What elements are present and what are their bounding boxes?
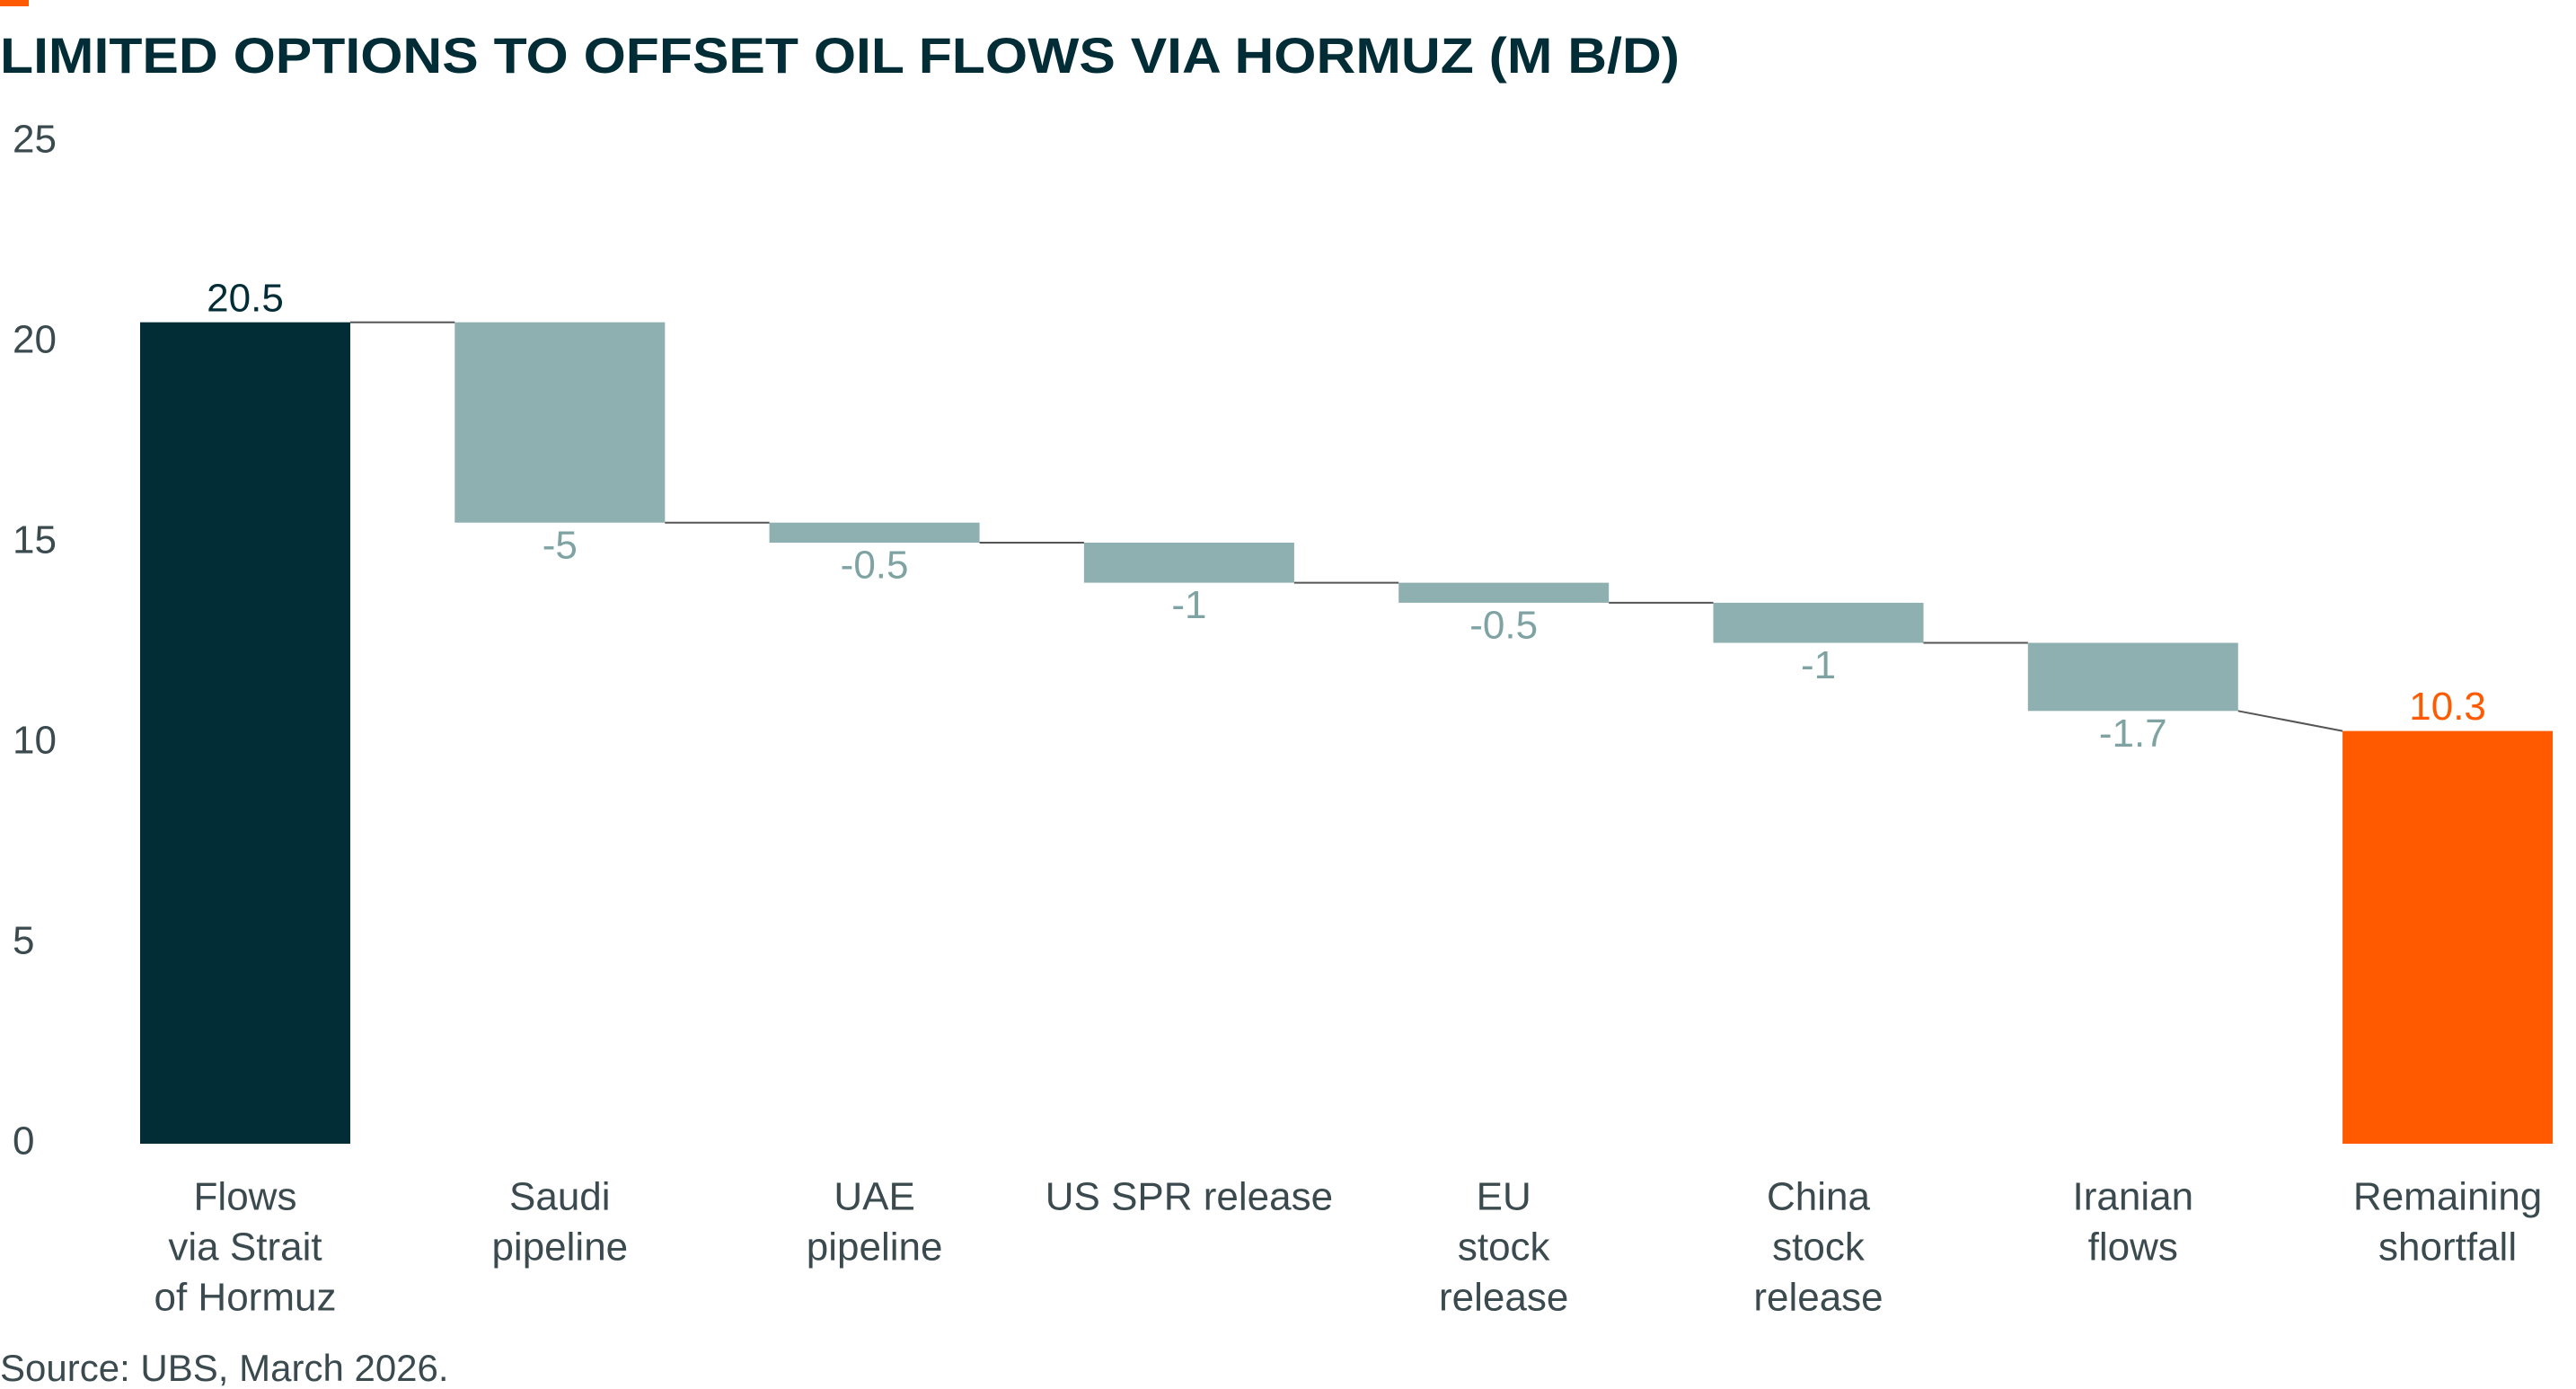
x-tick-label: shortfall: [2378, 1225, 2517, 1270]
bar: [1398, 582, 1610, 603]
bar: [2342, 730, 2554, 1144]
value-label: -0.5: [841, 544, 909, 588]
x-tick-label: release: [1753, 1276, 1883, 1320]
x-tick-label: release: [1439, 1276, 1568, 1320]
x-tick-label: US SPR release: [1045, 1175, 1333, 1219]
bar: [1713, 602, 1924, 643]
y-tick-label: 0: [13, 1119, 34, 1163]
x-tick-label: EU: [1477, 1175, 1531, 1219]
value-label: -1: [1801, 643, 1836, 687]
value-label: 10.3: [2409, 685, 2486, 729]
value-label: -1.7: [2099, 712, 2167, 756]
accent-mark: [0, 0, 29, 6]
x-tick-label: Saudi: [509, 1175, 611, 1219]
x-tick-label: flows: [2088, 1225, 2178, 1270]
x-tick-label: of Hormuz: [154, 1276, 337, 1320]
x-tick-label: Iranian: [2073, 1175, 2194, 1219]
value-label: -0.5: [1469, 604, 1538, 648]
y-tick-label: 5: [13, 919, 34, 963]
bar: [1083, 543, 1294, 583]
y-tick-label: 25: [13, 118, 57, 162]
bar: [140, 322, 350, 1144]
value-label: -1: [1171, 583, 1206, 627]
y-tick-label: 20: [13, 318, 57, 362]
x-tick-label: pipeline: [491, 1225, 628, 1270]
x-tick-label: Flows: [194, 1175, 297, 1219]
value-label: -5: [543, 523, 578, 567]
source-note: Source: UBS, March 2026.: [0, 1347, 449, 1389]
bar: [454, 322, 666, 523]
connector: [2237, 710, 2343, 732]
x-tick-label: stock: [1772, 1225, 1866, 1270]
x-tick-label: UAE: [834, 1175, 914, 1219]
chart-title: LIMITED OPTIONS TO OFFSET OIL FLOWS VIA …: [0, 27, 1680, 84]
bar: [2027, 642, 2238, 712]
y-tick-label: 15: [13, 518, 57, 562]
x-tick-label: stock: [1458, 1225, 1551, 1270]
value-label: 20.5: [207, 276, 284, 320]
x-tick-label: Remaining: [2353, 1175, 2542, 1219]
x-tick-label: via Strait: [168, 1225, 322, 1270]
bar: [769, 522, 980, 543]
x-tick-label: China: [1767, 1175, 1870, 1219]
y-tick-label: 10: [13, 719, 57, 763]
x-tick-label: pipeline: [807, 1225, 943, 1270]
